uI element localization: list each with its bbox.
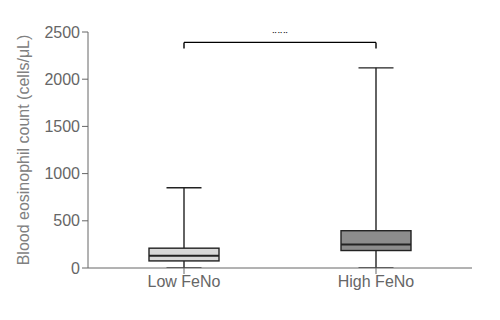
svg-text:1500: 1500 [44,118,80,135]
svg-text:2500: 2500 [44,24,80,41]
svg-text:2000: 2000 [44,71,80,88]
svg-text:High FeNo: High FeNo [338,273,415,290]
svg-text:500: 500 [53,212,80,229]
svg-text:***: *** [272,32,289,41]
svg-text:Blood eosinophil count (cells/: Blood eosinophil count (cells/μL) [15,35,32,266]
svg-text:Low FeNo: Low FeNo [148,273,221,290]
svg-text:1000: 1000 [44,165,80,182]
svg-text:0: 0 [71,260,80,277]
